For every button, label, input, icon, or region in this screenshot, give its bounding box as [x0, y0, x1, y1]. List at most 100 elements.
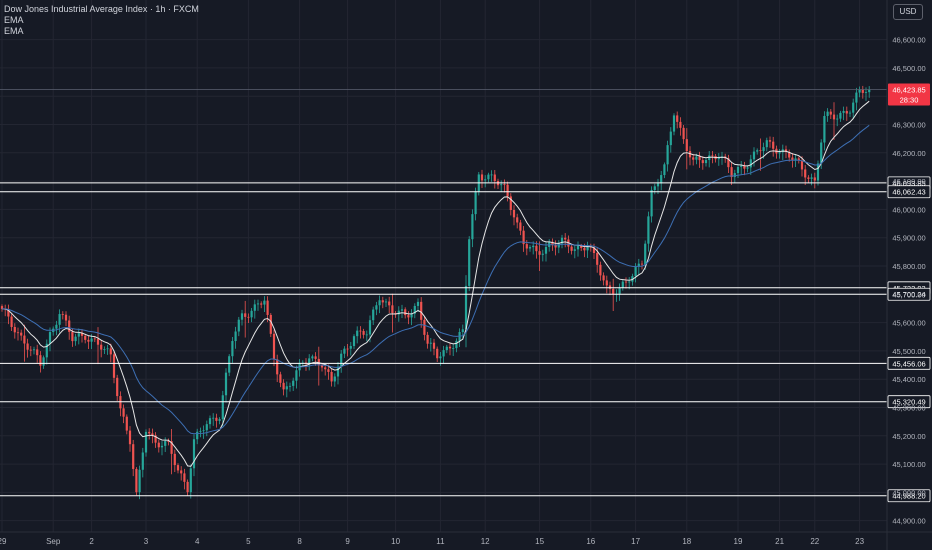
candle	[192, 434, 196, 477]
candle	[564, 233, 567, 248]
candle	[10, 314, 13, 331]
y-tick-label: 45,900.00	[892, 234, 925, 243]
y-tick-label: 45,200.00	[892, 432, 925, 441]
candle	[128, 426, 132, 452]
candle	[74, 333, 77, 346]
candle	[282, 379, 285, 396]
y-tick-label: 45,600.00	[892, 319, 925, 328]
candle	[317, 346, 320, 386]
candle	[356, 326, 359, 344]
candle	[180, 466, 183, 481]
candle	[292, 377, 295, 391]
candle	[20, 329, 23, 341]
candle	[132, 439, 135, 477]
candle	[45, 339, 48, 365]
candle	[621, 279, 624, 291]
candle	[336, 361, 340, 385]
candle	[16, 327, 20, 341]
currency-button[interactable]: USD	[893, 4, 923, 20]
x-tick-label: 23	[855, 537, 864, 546]
chart-legend: Dow Jones Industrial Average Index · 1h …	[4, 4, 199, 37]
candle	[212, 413, 215, 426]
candle	[320, 362, 324, 372]
candle	[557, 240, 560, 254]
candle	[826, 108, 829, 122]
level-label: 46,062.43	[887, 185, 931, 199]
y-tick-label: 44,900.00	[892, 517, 925, 526]
candle	[138, 465, 141, 500]
candle	[573, 244, 576, 259]
candle	[487, 172, 490, 183]
candle	[80, 329, 84, 343]
candle	[330, 368, 333, 387]
svg-text:45,700.24: 45,700.24	[892, 290, 925, 299]
candle	[23, 324, 26, 362]
candle	[679, 117, 682, 136]
time-axis[interactable]: 29Sep2345891011121516171819212223	[0, 537, 865, 546]
candle	[528, 245, 532, 252]
ema-slow-line	[2, 124, 870, 435]
y-tick-label: 46,300.00	[892, 121, 925, 130]
candle	[522, 226, 525, 252]
symbol-title[interactable]: Dow Jones Industrial Average Index · 1h …	[4, 4, 199, 14]
candle	[768, 136, 772, 148]
candle	[39, 351, 42, 373]
candle	[848, 110, 852, 118]
candle	[36, 344, 39, 363]
x-tick-label: 5	[246, 537, 251, 546]
candle	[410, 309, 413, 326]
candle	[29, 346, 32, 357]
x-tick-label: 2	[89, 537, 94, 546]
candle	[852, 98, 855, 120]
x-tick-label: 16	[586, 537, 595, 546]
candle	[650, 186, 653, 223]
candle	[125, 414, 128, 435]
ema-indicator-1[interactable]: EMA	[4, 15, 24, 25]
candle	[468, 236, 471, 292]
candle	[752, 147, 756, 167]
candle	[436, 346, 439, 363]
candle	[717, 153, 720, 166]
candle	[823, 111, 826, 151]
x-tick-label: Sep	[46, 537, 61, 546]
candle	[663, 162, 666, 179]
candle	[288, 382, 292, 392]
candle	[423, 316, 426, 341]
candle	[688, 146, 692, 166]
candle	[698, 151, 701, 168]
candle	[426, 331, 429, 349]
candle	[343, 346, 346, 358]
candle	[388, 296, 391, 314]
ema-fast-line	[1, 100, 870, 467]
y-tick-label: 46,200.00	[892, 149, 925, 158]
candle	[535, 241, 538, 259]
candle	[532, 241, 535, 255]
candle	[416, 298, 420, 312]
candle	[285, 381, 288, 398]
candle	[218, 417, 221, 425]
level-label: 45,320.49	[887, 395, 931, 409]
candle	[704, 157, 708, 167]
candle	[570, 244, 573, 255]
candle	[519, 219, 522, 236]
candle	[55, 320, 58, 336]
candle	[272, 329, 276, 367]
x-tick-label: 29	[0, 537, 7, 546]
candle	[413, 303, 416, 319]
candle	[228, 354, 231, 377]
candle	[215, 413, 218, 428]
candle	[253, 299, 256, 319]
candle	[445, 344, 448, 354]
ema-indicator-2[interactable]: EMA	[4, 26, 24, 36]
x-tick-label: 9	[345, 537, 350, 546]
candle	[605, 275, 608, 294]
candle	[359, 326, 362, 339]
horizontal-levels[interactable]: 46,093.8546,062.4345,722.9345,700.2445,4…	[0, 89, 931, 503]
y-tick-label: 45,700.00	[892, 290, 925, 299]
candle	[116, 374, 119, 401]
candle	[602, 272, 605, 286]
candle	[455, 338, 458, 353]
candle	[263, 296, 266, 313]
